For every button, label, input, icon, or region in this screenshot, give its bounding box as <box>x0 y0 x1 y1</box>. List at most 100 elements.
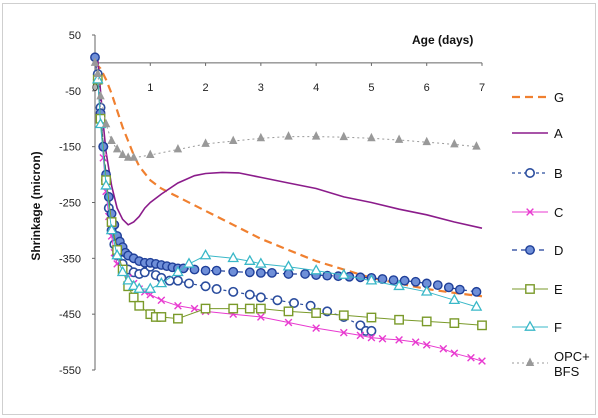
data-point-c <box>439 344 448 353</box>
data-point-c <box>378 334 387 343</box>
x-axis-title: Age (days) <box>412 33 473 47</box>
data-point-d <box>267 267 277 278</box>
data-point-e <box>311 308 322 318</box>
data-point-opc- <box>339 131 349 141</box>
data-point-opc- <box>394 134 404 143</box>
data-point-f <box>127 279 140 291</box>
data-point-c <box>284 318 293 327</box>
data-point-b <box>524 168 535 179</box>
legend-item-d: D <box>512 243 563 258</box>
data-point-e <box>525 284 535 294</box>
data-point-e <box>156 312 167 322</box>
data-point-e <box>244 303 255 314</box>
data-point-d <box>283 269 294 279</box>
axes-group: 0 1 2 3 4 5 6 7 50 -50 -150 -250 -350 -450 -550 <box>59 30 485 377</box>
data-point-opc- <box>101 118 111 128</box>
legend: G A B C D E F OPC+ BFS <box>512 90 590 379</box>
plot-area <box>90 52 487 365</box>
data-point-f <box>91 73 104 84</box>
data-point-f <box>393 279 405 291</box>
legend-label: C <box>554 205 563 220</box>
data-point-f <box>337 268 350 279</box>
data-point-opc- <box>525 357 535 366</box>
legend-item-e: E <box>512 282 563 297</box>
x-tick-label: 3 <box>258 82 264 94</box>
series-f <box>91 73 483 311</box>
data-point-c <box>174 301 182 310</box>
data-point-c <box>312 324 320 332</box>
data-point-f <box>448 293 461 305</box>
data-point-f <box>122 274 134 285</box>
legend-label: D <box>554 243 563 258</box>
data-point-b <box>228 286 239 297</box>
x-tick-label: 2 <box>203 82 209 94</box>
y-axis-title: Shrinkage (micron) <box>29 151 43 260</box>
data-point-d <box>255 267 266 278</box>
data-point-d <box>244 267 255 278</box>
data-point-f <box>144 282 157 293</box>
data-point-opc- <box>367 132 376 142</box>
data-point-f <box>111 249 123 260</box>
x-tick-label: 6 <box>424 82 430 94</box>
data-point-f <box>282 260 295 271</box>
data-point-e <box>200 303 211 314</box>
data-point-c <box>339 328 348 337</box>
data-point-c <box>526 208 534 216</box>
data-point-c <box>395 335 403 344</box>
data-point-c <box>478 357 486 365</box>
legend-label: B <box>554 166 563 181</box>
data-point-f <box>243 254 256 265</box>
legend-item-a: A <box>512 126 563 141</box>
data-point-d <box>432 280 443 291</box>
data-point-e <box>228 303 239 314</box>
data-point-opc- <box>472 141 481 150</box>
data-point-d <box>443 282 454 293</box>
legend-item-g: G <box>512 90 564 105</box>
data-point-d <box>106 208 117 219</box>
data-point-opc- <box>173 143 183 153</box>
legend-label: E <box>554 282 563 297</box>
series-line-a <box>94 54 483 229</box>
data-point-d <box>454 284 465 295</box>
data-point-b <box>305 300 316 311</box>
data-point-b <box>183 278 194 289</box>
data-point-d <box>211 265 222 276</box>
data-point-opc- <box>284 131 293 140</box>
data-point-e <box>338 310 349 321</box>
legend-item-b: B <box>512 166 563 181</box>
data-point-opc- <box>146 149 155 159</box>
data-point-e <box>394 314 404 325</box>
series-opc- <box>90 57 481 161</box>
data-point-opc- <box>90 57 100 66</box>
data-point-d <box>322 270 333 281</box>
data-point-opc- <box>107 135 116 145</box>
data-point-c <box>467 353 475 362</box>
data-point-d <box>388 275 399 286</box>
data-point-d <box>228 266 239 277</box>
series-line-opc- <box>94 62 477 159</box>
y-tick-label: -350 <box>59 253 81 265</box>
data-point-f <box>116 265 129 277</box>
x-tick-label: 1 <box>147 82 153 94</box>
y-tick-label: -550 <box>59 365 81 377</box>
y-tick-label: -50 <box>65 86 81 98</box>
x-tick-labels: 0 1 2 3 4 5 6 7 <box>92 62 485 94</box>
data-point-e <box>283 306 294 317</box>
data-point-c <box>157 296 166 305</box>
data-point-c <box>257 313 265 321</box>
data-point-e <box>366 312 377 323</box>
data-point-d <box>300 269 310 279</box>
series-a <box>94 54 483 229</box>
data-point-e <box>134 300 145 311</box>
data-point-opc- <box>93 68 102 78</box>
legend-item-opc-: OPC+ BFS <box>512 349 590 379</box>
data-point-d <box>410 276 421 287</box>
data-point-f <box>310 264 322 275</box>
data-point-c <box>190 304 199 313</box>
data-point-b <box>272 295 283 306</box>
data-point-f <box>133 282 146 293</box>
data-point-d <box>200 265 211 276</box>
data-point-b <box>172 275 183 286</box>
data-point-e <box>173 313 183 324</box>
